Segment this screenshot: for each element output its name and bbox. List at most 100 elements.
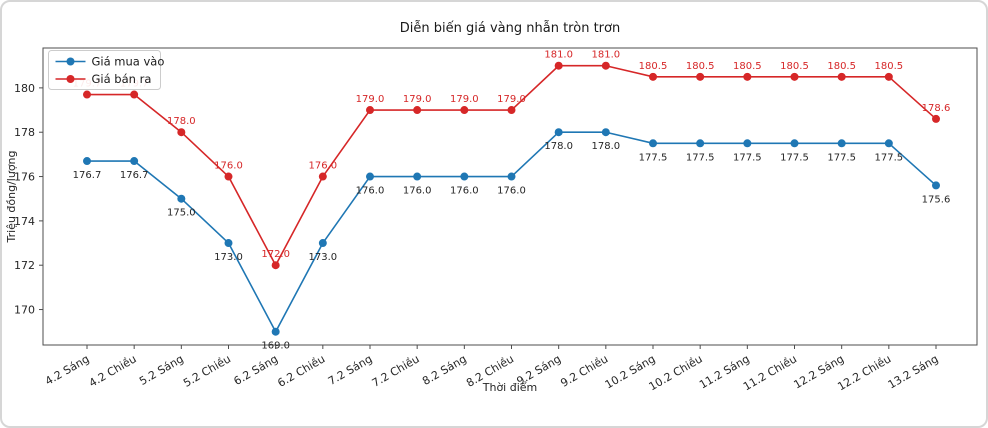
legend-marker-icon	[66, 57, 75, 66]
data-point-label: 177.5	[686, 152, 715, 163]
y-tick-label: 180	[14, 82, 35, 95]
data-point	[507, 106, 516, 115]
data-point	[271, 327, 280, 336]
data-point	[366, 106, 374, 115]
y-tick-label: 176	[14, 171, 35, 184]
data-point-label: 176.0	[309, 161, 338, 172]
data-point	[837, 139, 846, 148]
x-tick-label: 8.2 Sáng	[420, 352, 469, 388]
data-point	[932, 181, 940, 190]
data-point	[696, 72, 705, 81]
data-point-label: 176.0	[403, 186, 432, 197]
data-point	[83, 90, 91, 99]
data-point	[83, 157, 91, 166]
data-point	[177, 128, 186, 137]
data-point-label: 181.0	[544, 50, 573, 61]
data-point	[932, 114, 940, 123]
x-tick-label: 6.2 Sáng	[232, 352, 281, 388]
data-point	[318, 172, 327, 181]
data-point-label: 175.6	[922, 194, 951, 205]
data-point-label: 176.0	[214, 161, 243, 172]
data-point	[790, 139, 799, 148]
x-tick-label: 6.2 Chiều	[275, 352, 327, 389]
y-tick-label: 170	[14, 304, 35, 317]
x-tick-label: 5.2 Chiều	[181, 352, 233, 389]
data-point-label: 176.7	[120, 170, 149, 181]
legend-label: Giá mua vào	[92, 55, 165, 69]
data-point-label: 179.0	[356, 94, 385, 105]
data-point	[460, 172, 469, 181]
y-axis-label: Triệu đồng/lượng	[5, 150, 18, 243]
data-point-label: 179.0	[403, 94, 432, 105]
data-point-label: 178.0	[592, 141, 621, 152]
x-tick-label: 7.2 Chiều	[370, 352, 422, 389]
data-point-label: 173.0	[309, 252, 338, 263]
x-tick-label: 7.2 Sáng	[326, 352, 375, 388]
chart-title: Diễn biến giá vàng nhẫn tròn trơn	[400, 21, 620, 36]
data-point-label: 176.0	[497, 186, 526, 197]
data-point-label: 176.0	[450, 186, 479, 197]
data-point	[649, 139, 657, 148]
x-tick-label: 13.2 Sáng	[886, 352, 941, 391]
data-point	[696, 139, 705, 148]
data-point-label: 180.5	[639, 61, 668, 72]
data-point-label: 177.5	[827, 152, 856, 163]
x-tick-label: 5.2 Sáng	[137, 352, 186, 388]
data-point-label: 179.0	[497, 94, 526, 105]
data-point	[224, 239, 233, 248]
data-point	[366, 172, 374, 181]
data-point	[413, 172, 422, 181]
data-point	[601, 128, 610, 137]
data-point-label: 178.0	[167, 116, 196, 127]
data-point	[601, 61, 610, 70]
data-point	[790, 72, 799, 81]
data-point-label: 178.6	[922, 103, 951, 114]
data-point-label: 178.0	[544, 141, 573, 152]
x-tick-label: 4.2 Sáng	[43, 352, 92, 388]
data-point-label: 180.5	[686, 61, 715, 72]
data-point-label: 176.0	[356, 186, 385, 197]
data-point	[318, 239, 327, 248]
x-tick-label: 4.2 Chiều	[87, 352, 139, 389]
data-point-label: 179.0	[450, 94, 479, 105]
data-point-label: 180.5	[780, 61, 809, 72]
y-tick-label: 174	[14, 215, 35, 228]
legend-marker-icon	[66, 75, 75, 83]
data-point-label: 180.5	[875, 61, 904, 72]
x-tick-label: 11.2 Chiều	[741, 352, 799, 393]
data-point	[884, 72, 893, 81]
data-point	[884, 139, 893, 148]
data-point-label: 177.5	[780, 152, 809, 163]
x-axis-label: Thời điểm	[482, 381, 538, 394]
data-point-label: 180.5	[827, 61, 856, 72]
y-tick-label: 172	[14, 259, 35, 272]
y-tick-label: 178	[14, 126, 35, 139]
data-point	[130, 157, 139, 166]
data-point-label: 173.0	[214, 252, 243, 263]
data-point	[554, 61, 563, 70]
data-point	[507, 172, 516, 181]
data-point	[177, 194, 186, 203]
data-point-label: 180.5	[733, 61, 762, 72]
x-tick-label: 9.2 Chiều	[558, 352, 610, 389]
data-point	[554, 128, 563, 137]
legend-label: Giá bán ra	[92, 72, 152, 86]
data-point	[743, 72, 752, 81]
data-point	[649, 72, 657, 81]
data-point-label: 177.5	[639, 152, 668, 163]
data-point-label: 181.0	[592, 50, 621, 61]
data-point	[413, 106, 422, 115]
x-tick-label: 12.2 Chiều	[835, 352, 893, 393]
data-point	[224, 172, 233, 181]
data-point	[460, 106, 469, 115]
data-point-label: 175.0	[167, 208, 196, 219]
data-point	[271, 261, 280, 270]
plot-frame	[42, 47, 978, 346]
x-tick-label: 10.2 Chiều	[647, 352, 705, 393]
data-point-label: 169.0	[261, 341, 290, 352]
data-point	[743, 139, 752, 148]
data-point-label: 177.5	[733, 152, 762, 163]
x-tick-label: 9.2 Sáng	[515, 352, 564, 388]
